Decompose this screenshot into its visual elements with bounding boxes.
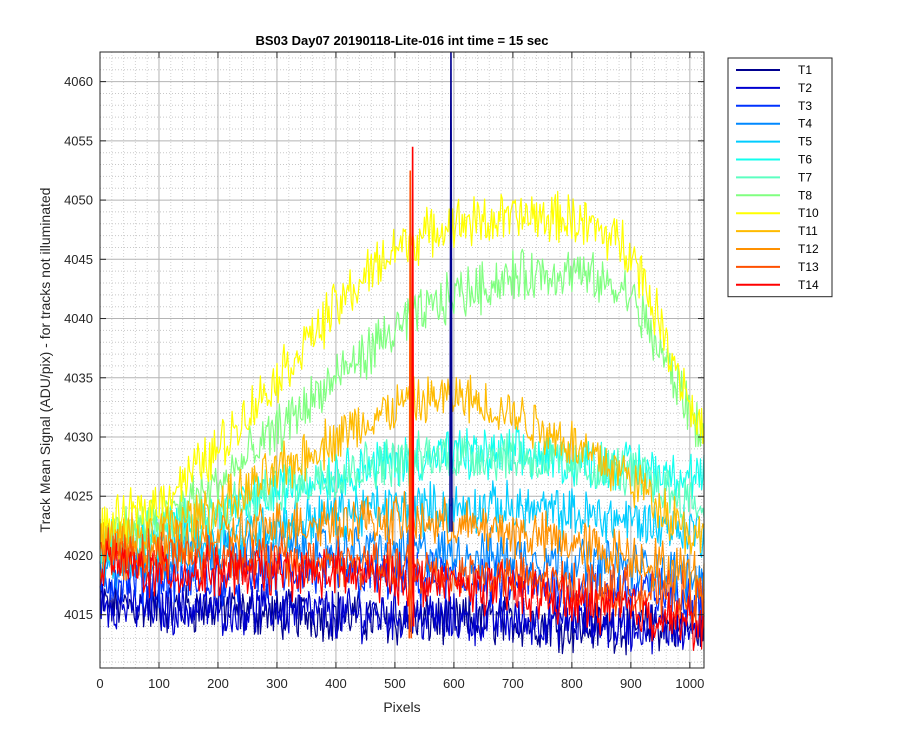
x-tick-label: 0 [96, 676, 103, 691]
legend-label-t4: T4 [798, 117, 812, 131]
legend-label-t13: T13 [798, 260, 819, 274]
x-tick-label: 800 [561, 676, 583, 691]
y-tick-label: 4045 [64, 252, 93, 267]
legend-label-t8: T8 [798, 188, 812, 202]
spike-t13 [408, 170, 413, 639]
legend-label-t14: T14 [798, 278, 819, 292]
y-tick-label: 4015 [64, 607, 93, 622]
series-line-t12 [99, 490, 705, 608]
x-tick-label: 700 [502, 676, 524, 691]
y-tick-label: 4050 [64, 193, 93, 208]
legend-label-t3: T3 [798, 99, 812, 113]
spike-t14 [410, 146, 415, 627]
legend-label-t6: T6 [798, 153, 812, 167]
axes: 0 100 200 300 400 500 600 700 800 900 1000 4015 4020… [64, 51, 705, 691]
x-tick-label: 100 [148, 676, 170, 691]
x-tick-label: 300 [266, 676, 288, 691]
x-axis-label: Pixels [383, 699, 420, 715]
series-line-t13 [99, 527, 705, 629]
legend-label-t12: T12 [798, 242, 819, 256]
x-tick-label: 200 [207, 676, 229, 691]
y-tick-label: 4060 [64, 74, 93, 89]
y-tick-label: 4020 [64, 548, 93, 563]
legend-label-t1: T1 [798, 63, 812, 77]
x-tick-label: 600 [443, 676, 465, 691]
y-tick-label: 4030 [64, 430, 93, 445]
legend-label-t7: T7 [798, 170, 812, 184]
legend: T1 T2 T3 T4 T5 T6 T7 T8 T10 T11 T12 T13 T14 [727, 57, 833, 298]
y-tick-label: 4055 [64, 133, 93, 148]
y-tick-label: 4040 [64, 311, 93, 326]
y-axis-label: Track Mean Signal (ADU/pix) - for tracks… [37, 188, 53, 533]
x-tick-label: 500 [384, 676, 406, 691]
series-line-t14 [99, 540, 705, 651]
legend-label-t2: T2 [798, 81, 812, 95]
legend-label-t5: T5 [798, 135, 812, 149]
series-line-t2 [99, 577, 705, 655]
y-tick-label: 4035 [64, 370, 93, 385]
series-line-t8 [99, 248, 705, 558]
x-tick-label: 900 [620, 676, 642, 691]
series-line-t10 [99, 190, 705, 555]
legend-label-t11: T11 [798, 224, 818, 238]
series-line-t11 [99, 374, 705, 568]
y-tick-label: 4025 [64, 489, 93, 504]
x-tick-label: 400 [325, 676, 347, 691]
x-tick-label: 1000 [675, 676, 704, 691]
legend-label-t10: T10 [798, 206, 819, 220]
chart-title: BS03 Day07 20190118-Lite-016 int time = … [255, 33, 548, 48]
series-layer [99, 51, 705, 656]
axes-box [99, 51, 705, 669]
